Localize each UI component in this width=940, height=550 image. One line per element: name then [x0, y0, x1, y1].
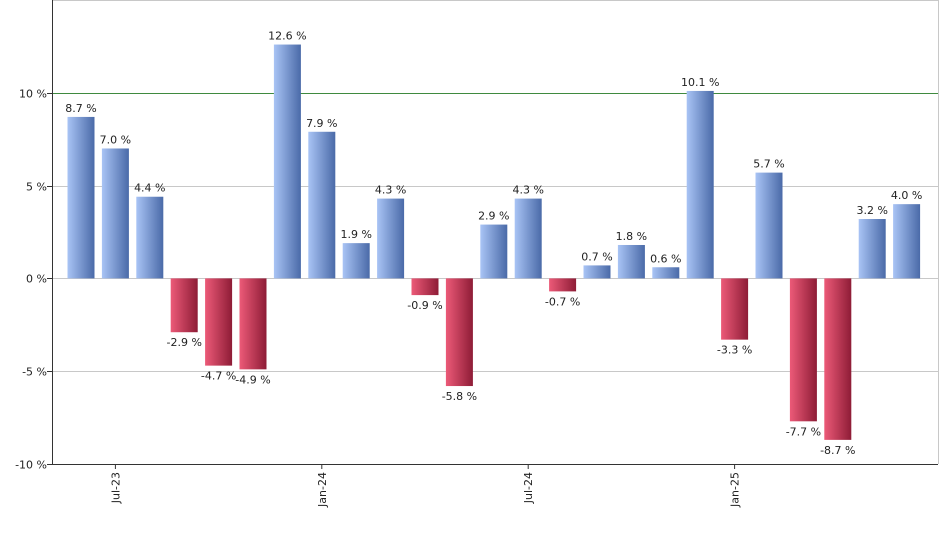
- bar-negative: [445, 278, 473, 387]
- bar-positive: [583, 265, 611, 279]
- bars: [67, 44, 921, 440]
- data-label: -3.3 %: [717, 344, 752, 357]
- data-label: 2.9 %: [478, 210, 509, 223]
- bar-positive: [377, 198, 405, 279]
- x-tick-label: Jan-25: [729, 472, 742, 508]
- data-label: 8.7 %: [65, 102, 96, 115]
- bar-negative: [789, 278, 817, 422]
- data-label: 1.9 %: [340, 228, 371, 241]
- bar-positive: [686, 90, 714, 279]
- data-label: 5.7 %: [753, 158, 784, 171]
- data-label: 1.8 %: [616, 230, 647, 243]
- data-label: 4.4 %: [134, 182, 165, 195]
- data-label: 7.0 %: [100, 133, 131, 146]
- y-tick-label: 10 %: [19, 88, 47, 101]
- bar-negative: [824, 278, 852, 440]
- bar-positive: [755, 172, 783, 279]
- bar-positive: [342, 243, 370, 279]
- y-tick-label: 0 %: [26, 273, 47, 286]
- bar-positive: [617, 244, 645, 279]
- bar-positive: [480, 224, 508, 279]
- data-label: 3.2 %: [856, 204, 887, 217]
- y-tick-label: 5 %: [26, 181, 47, 194]
- bar-negative: [721, 278, 749, 340]
- data-label: 4.3 %: [375, 184, 406, 197]
- bar-negative: [205, 278, 233, 366]
- data-label: 7.9 %: [306, 117, 337, 130]
- bar-positive: [514, 198, 542, 279]
- data-label: -2.9 %: [166, 336, 201, 349]
- bar-negative: [170, 278, 198, 333]
- bar-negative: [411, 278, 439, 296]
- bar-negative: [549, 278, 577, 292]
- data-label: -8.7 %: [820, 444, 855, 457]
- bar-positive: [136, 196, 164, 279]
- data-label: -4.9 %: [235, 373, 270, 386]
- grid-lines: [52, 0, 939, 464]
- data-label: 12.6 %: [268, 30, 306, 43]
- data-label: 0.6 %: [650, 252, 681, 265]
- data-label: -0.7 %: [545, 295, 580, 308]
- data-label: 4.3 %: [512, 184, 543, 197]
- y-tick-label: -5 %: [22, 366, 47, 379]
- data-label: -4.7 %: [201, 370, 236, 383]
- x-tick-label: Jul-23: [109, 472, 122, 504]
- bar-negative: [239, 278, 267, 370]
- data-label: -0.9 %: [407, 299, 442, 312]
- axes: -10 % -5 % 0 % 5 % 10 % Jul-23 Jan-24 Jul-24 Jan…: [15, 0, 938, 508]
- data-label: 10.1 %: [681, 76, 719, 89]
- data-label: -5.8 %: [442, 390, 477, 403]
- data-labels: 8.7 % 7.0 % 4.4 % -2.9 % -4.7 %-4.9 % 12.6 % 7…: [65, 30, 922, 457]
- bar-positive: [308, 131, 336, 279]
- y-tick-label: -10 %: [15, 459, 47, 472]
- bar-positive: [858, 219, 886, 279]
- x-tick-label: Jan-24: [316, 472, 329, 508]
- bar-positive: [67, 116, 95, 279]
- bar-positive: [652, 267, 680, 279]
- bar-positive: [101, 148, 129, 279]
- bar-positive: [893, 204, 921, 279]
- data-label: -7.7 %: [786, 425, 821, 438]
- data-label: 4.0 %: [891, 189, 922, 202]
- x-tick-label: Jul-24: [522, 472, 535, 504]
- bar-positive: [273, 44, 301, 279]
- data-label: 0.7 %: [581, 250, 612, 263]
